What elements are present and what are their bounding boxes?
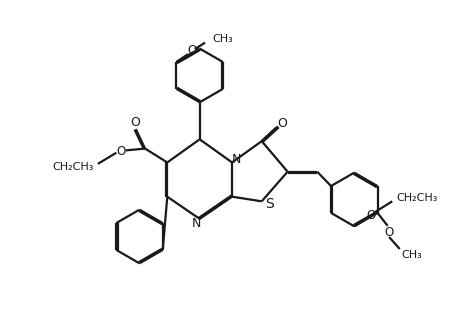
Text: O: O	[278, 117, 288, 130]
Text: CH₃: CH₃	[212, 34, 233, 44]
Text: S: S	[265, 197, 274, 211]
Text: O: O	[116, 145, 126, 158]
Text: CH₂CH₃: CH₂CH₃	[53, 162, 94, 172]
Text: O: O	[130, 116, 140, 129]
Text: N: N	[192, 217, 202, 229]
Text: CH₃: CH₃	[402, 250, 422, 259]
Text: N: N	[232, 153, 241, 166]
Text: O: O	[366, 209, 376, 222]
Text: CH₂CH₃: CH₂CH₃	[397, 193, 438, 203]
Text: O: O	[384, 226, 394, 239]
Text: O: O	[187, 44, 197, 57]
